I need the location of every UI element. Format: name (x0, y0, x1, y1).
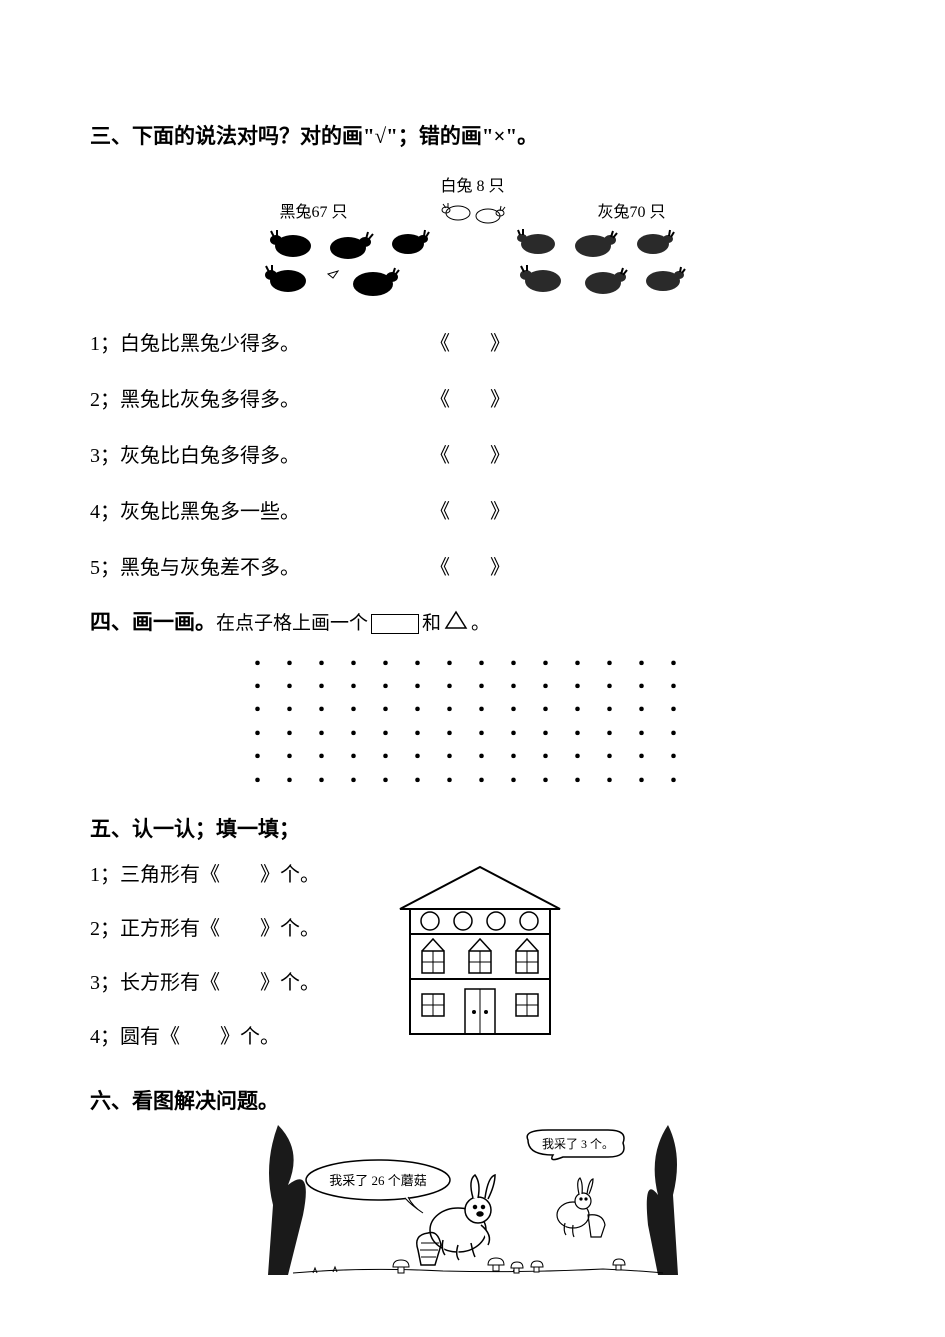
q3-4-bracket[interactable]: 《 》 (430, 494, 510, 530)
q3-3-bracket[interactable]: 《 》 (430, 438, 510, 474)
section3-title: 三、下面的说法对吗？对的画"√"；错的画"×"。 (90, 120, 855, 154)
q5-4: 4；圆有《 》个。 (90, 1021, 370, 1053)
gray-rabbit-label: 灰兔70 只 (598, 198, 666, 226)
q3-2: 2；黑兔比灰兔多得多。 《 》 (90, 382, 855, 418)
q3-5: 5；黑兔与灰兔差不多。 《 》 (90, 550, 855, 586)
q5-2: 2；正方形有《 》个。 (90, 913, 370, 945)
q5-1: 1；三角形有《 》个。 (90, 859, 370, 891)
q3-5-num: 5； (90, 557, 120, 579)
section4-title-c: 。 (471, 613, 490, 634)
white-rabbits-icon (438, 198, 508, 226)
mushroom-illustration: 我采了 26 个蘑菇 我采了 3 个。 (90, 1125, 855, 1280)
section4-title: 四、画一画。在点子格上画一个 和 。 (90, 606, 855, 641)
bubble1-text: 我采了 26 个蘑菇 (329, 1173, 427, 1188)
section3: 三、下面的说法对吗？对的画"√"；错的画"×"。 白兔 8 只 黑兔67 只 灰… (90, 120, 855, 586)
q3-5-bracket[interactable]: 《 》 (430, 550, 510, 586)
section4: 四、画一画。在点子格上画一个 和 。 ・・・・・・・・・・・・・・ ・・・・・・・・… (90, 606, 855, 793)
q3-1-text: 白兔比黑兔少得多。 (120, 333, 300, 355)
q3-1-num: 1； (90, 333, 120, 355)
q3-2-bracket[interactable]: 《 》 (430, 382, 510, 418)
q3-4: 4；灰兔比黑兔多一些。 《 》 (90, 494, 855, 530)
house-icon (380, 859, 580, 1044)
black-rabbit-label: 黑兔67 只 (279, 198, 347, 226)
q3-1-bracket[interactable]: 《 》 (430, 326, 510, 362)
section4-title-b: 和 (422, 613, 441, 634)
q3-3-text: 灰兔比白兔多得多。 (120, 445, 300, 467)
rectangle-icon (371, 614, 419, 634)
q3-2-num: 2； (90, 389, 120, 411)
q5-3: 3；长方形有《 》个。 (90, 967, 370, 999)
q3-4-num: 4； (90, 501, 120, 523)
q3-2-text: 黑兔比灰兔多得多。 (120, 389, 300, 411)
section4-title-a: 在点子格上画一个 (216, 613, 368, 634)
rabbit-illustration: 白兔 8 只 黑兔67 只 灰兔70 只 (90, 172, 855, 306)
section6-title: 六、看图解决问题。 (90, 1085, 855, 1115)
q3-4-text: 灰兔比黑兔多一些。 (120, 501, 300, 523)
bubble2-text: 我采了 3 个。 (541, 1137, 613, 1151)
section5: 五、认一认；填一填； 1；三角形有《 》个。 2；正方形有《 》个。 3；长方形… (90, 813, 855, 1075)
white-rabbit-label: 白兔 8 只 (90, 172, 855, 196)
triangle-icon (444, 607, 468, 641)
section5-title: 五、认一认；填一填； (90, 813, 855, 843)
section6: 六、看图解决问题。 我采了 26 个蘑菇 我采了 3 个。 (90, 1085, 855, 1280)
q3-3-num: 3； (90, 445, 120, 467)
q3-5-text: 黑兔与灰兔差不多。 (120, 557, 300, 579)
dot-grid[interactable]: ・・・・・・・・・・・・・・ ・・・・・・・・・・・・・・ ・・・・・・・・・・… (90, 653, 855, 793)
section4-title-bold: 四、画一画。 (90, 610, 216, 634)
q3-3: 3；灰兔比白兔多得多。 《 》 (90, 438, 855, 474)
rabbits-group-icon (243, 226, 703, 306)
q3-1: 1；白兔比黑兔少得多。 《 》 (90, 326, 855, 362)
